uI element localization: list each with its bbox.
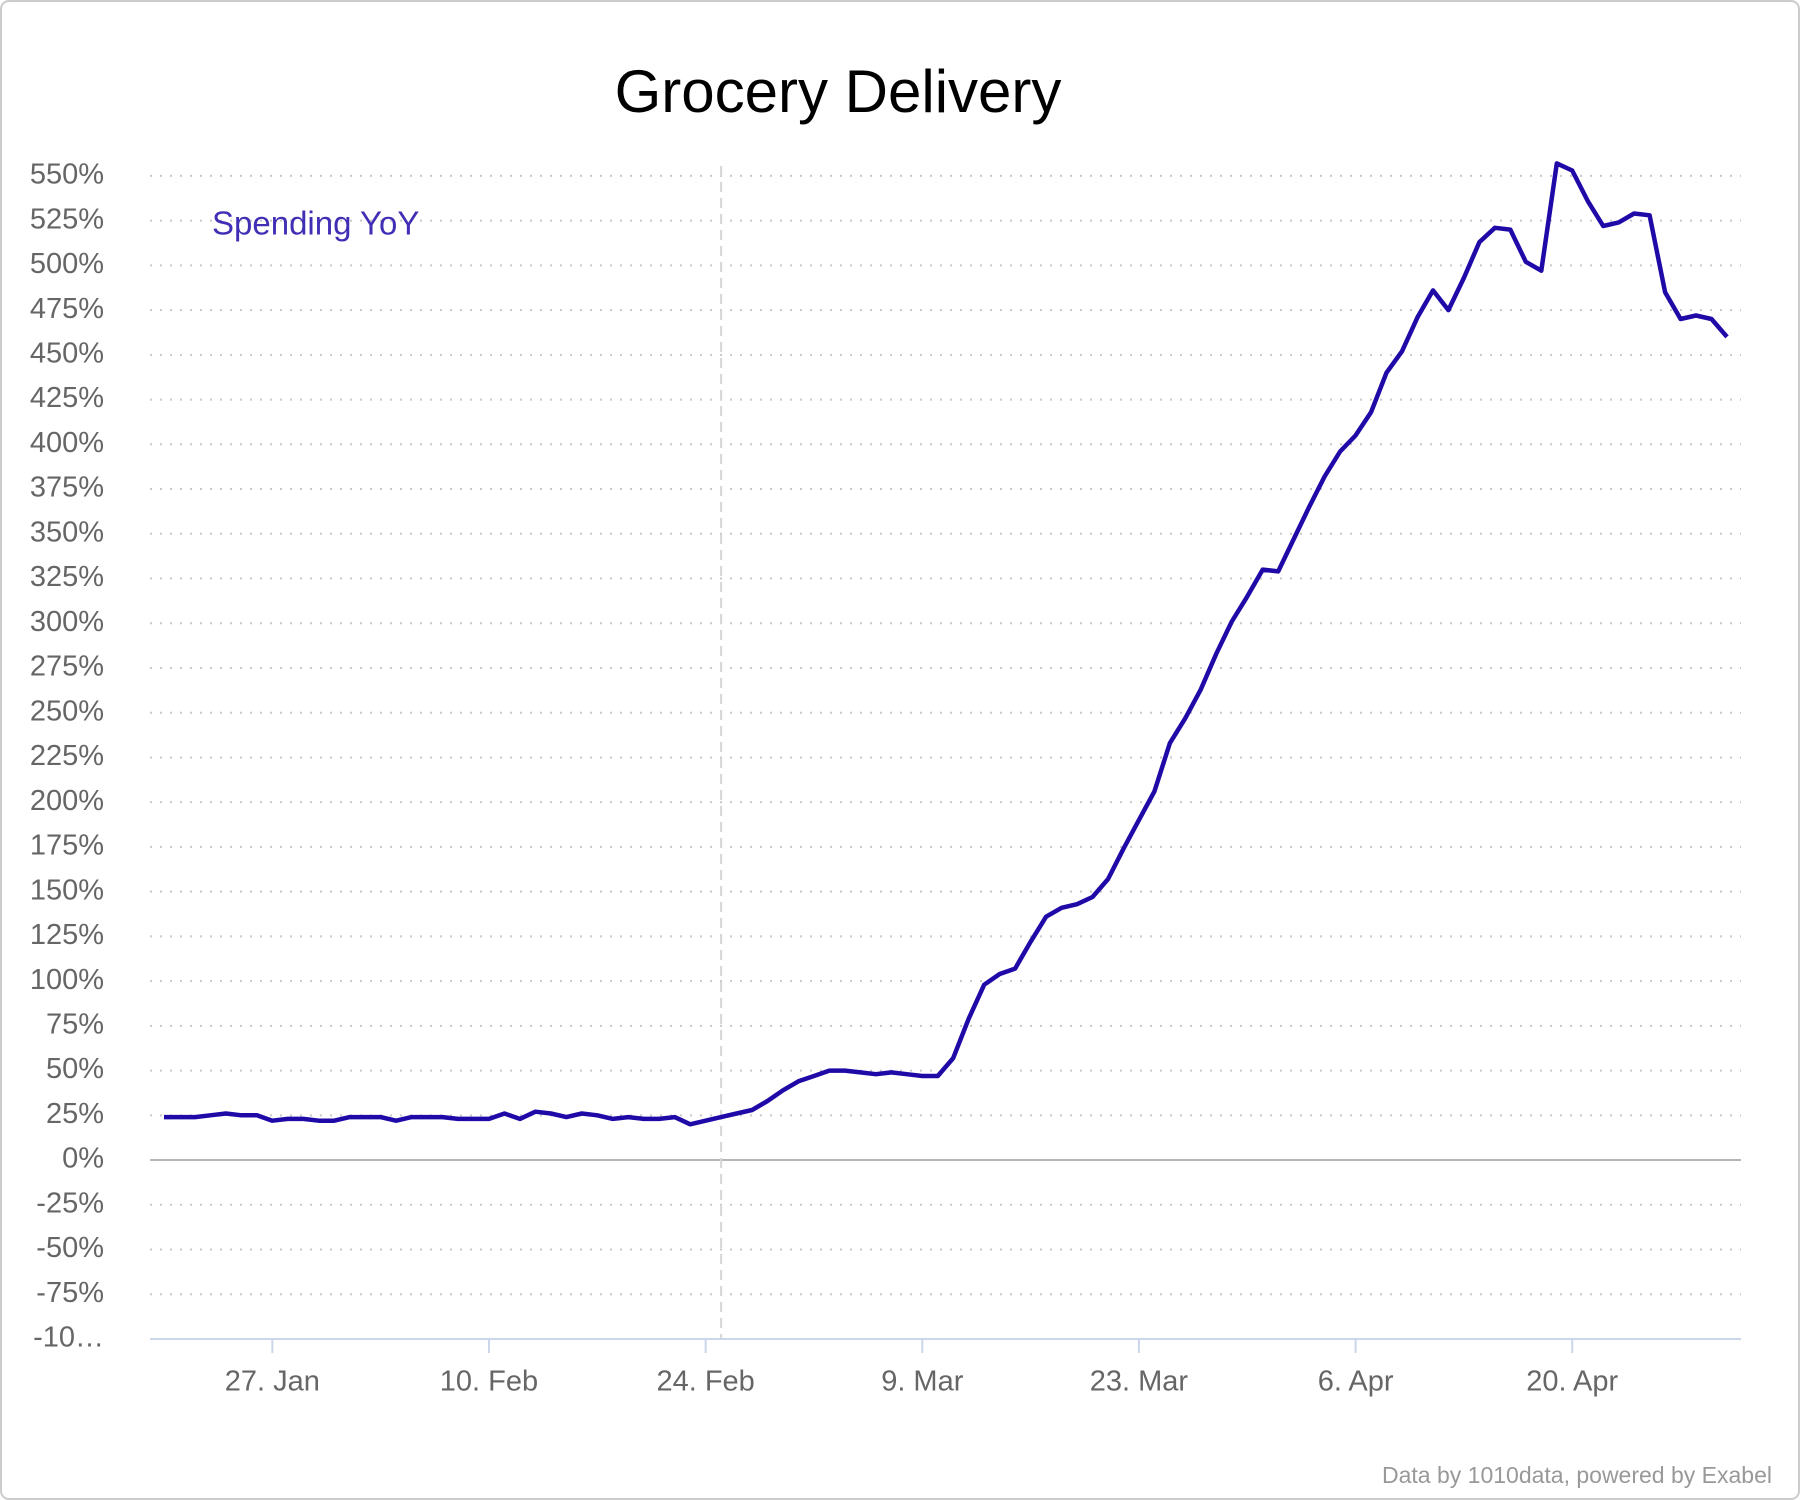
y-tick-label: 450% (30, 337, 104, 369)
y-tick-label: 25% (46, 1098, 104, 1130)
chart-title: Grocery Delivery (615, 58, 1062, 125)
y-tick-label: 150% (30, 874, 104, 906)
y-tick-label: 225% (30, 740, 104, 772)
x-tick-label: 10. Feb (440, 1366, 538, 1398)
y-tick-label: 350% (30, 516, 104, 548)
x-tick-label: 6. Apr (1318, 1366, 1394, 1398)
y-tick-label: 175% (30, 830, 104, 862)
legend-label: Spending YoY (212, 205, 419, 242)
y-tick-label: 300% (30, 606, 104, 638)
y-tick-label: 250% (30, 695, 104, 727)
y-tick-label: -10… (33, 1322, 104, 1354)
y-tick-label: -25% (36, 1187, 104, 1219)
x-tick-label: 23. Mar (1090, 1366, 1189, 1398)
y-tick-label: 525% (30, 203, 104, 235)
y-tick-label: 0% (62, 1143, 104, 1175)
x-tick-label: 27. Jan (225, 1366, 320, 1398)
y-tick-label: 475% (30, 293, 104, 325)
y-tick-label: 275% (30, 651, 104, 683)
y-tick-label: -75% (36, 1277, 104, 1309)
y-tick-label: 200% (30, 785, 104, 817)
y-tick-label: 500% (30, 248, 104, 280)
y-tick-label: 400% (30, 427, 104, 459)
y-tick-label: 425% (30, 382, 104, 414)
y-tick-label: 50% (46, 1053, 104, 1085)
y-tick-label: 550% (30, 159, 104, 191)
y-tick-label: 100% (30, 964, 104, 996)
y-tick-label: 125% (30, 919, 104, 951)
x-tick-label: 9. Mar (881, 1366, 964, 1398)
y-tick-label: 375% (30, 472, 104, 504)
x-tick-label: 20. Apr (1526, 1366, 1618, 1398)
credits: Data by 1010data, powered by Exabel (1382, 1462, 1772, 1488)
series-line (164, 161, 1729, 1127)
y-tick-label: 325% (30, 561, 104, 593)
x-tick-label: 24. Feb (656, 1366, 754, 1398)
y-tick-label: 75% (46, 1009, 104, 1041)
y-tick-label: -50% (36, 1232, 104, 1264)
